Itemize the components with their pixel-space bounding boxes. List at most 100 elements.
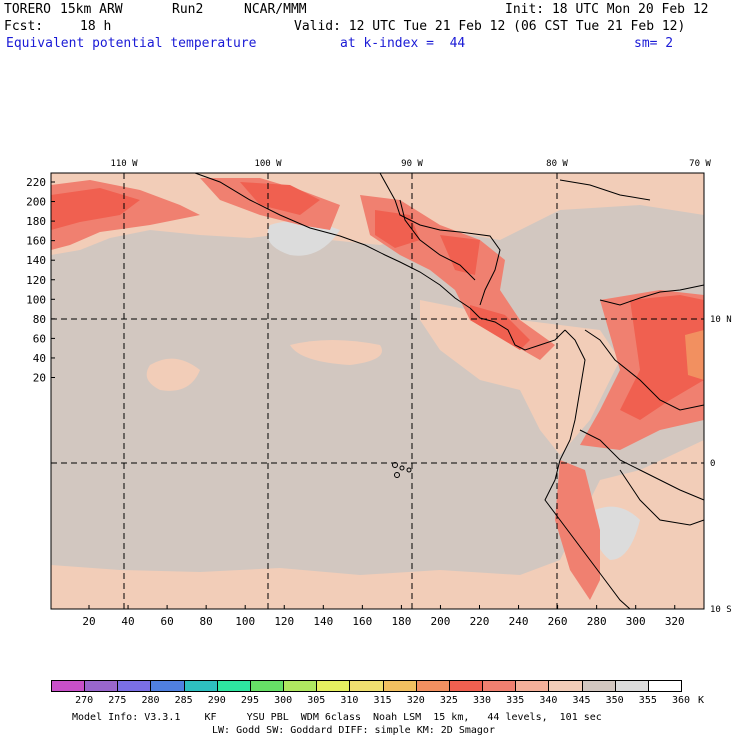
lat-label-10n: 10 N [710,315,732,325]
init-time: Init: 18 UTC Mon 20 Feb 12 [505,2,709,17]
colorbar-swatch [482,680,517,692]
x-tick-label: 240 [509,615,529,628]
coastline-south-america [544,329,631,610]
colorbar-label: 345 [572,695,591,706]
x-axis-ticks [88,605,676,609]
x-axis-labels: 20 40 60 80 100 120 140 160 180 200 220 240 260 280 30… [82,615,684,628]
lat-label-10s: 10 S [710,605,732,615]
galapagos-san-cristobal [406,467,412,473]
colorbar-label: 285 [174,695,193,706]
y-tick-label: 40 [33,352,46,365]
colorbar-swatch [316,680,351,692]
colorbar-label: 355 [638,695,657,706]
x-tick-label: 260 [548,615,568,628]
colorbar-swatch [117,680,152,692]
lon-label-110w: 110 W [110,159,138,169]
x-tick-label: 220 [470,615,490,628]
shade-red-costa-rica [470,305,530,350]
colorbar-swatch [51,680,86,692]
colorbar-label: 290 [207,695,226,706]
colorbar-swatch [183,680,218,692]
longitude-labels: 110 W 100 W 90 W 80 W 70 W [110,159,711,169]
y-tick-label: 120 [26,274,46,287]
model-name: TORERO [4,2,51,17]
colorbar-swatch [349,680,384,692]
lon-label-100w: 100 W [254,159,282,169]
latitude-labels: 10 N 0 10 S [710,315,732,615]
y-tick-label: 180 [26,215,46,228]
coastline-mexico [194,172,471,309]
x-tick-label: 140 [313,615,333,628]
shade-salmon-peru [555,460,600,600]
colorbar-label: 315 [373,695,392,706]
model-info: Model Info: V3.3.1 KF YSU PBL WDM 6class… [72,712,602,723]
x-tick-label: 40 [121,615,134,628]
x-tick-label: 160 [352,615,372,628]
x-tick-label: 20 [82,615,95,628]
y-tick-label: 80 [33,313,46,326]
coastlines [194,172,705,610]
x-tick-label: 200 [431,615,451,628]
shade-grey-southeast [594,506,640,560]
field-name: Equivalent potential temperature [6,36,257,51]
y-tick-label: 220 [26,176,46,189]
physics-info: LW: Godd SW: Goddard DIFF: simple KM: 2D… [212,725,495,736]
colorbar-label: 360 [671,695,691,706]
y-tick-label: 160 [26,235,46,248]
coastline-caribbean-south [599,284,705,306]
colorbar-label: 310 [340,695,359,706]
coastline-caribbean [379,172,501,306]
border-ecuador-peru [579,429,705,501]
colorbar-label: 325 [439,695,458,706]
colorbar-swatch [150,680,185,692]
galapagos-santa-cruz [399,465,405,471]
colorbar-label: 295 [240,695,259,706]
x-tick-label: 120 [274,615,294,628]
colorbar-label: 280 [141,695,160,706]
colorbar-swatch [581,680,616,692]
shade-red-mexico [240,182,320,215]
shade-hot-venezuela [685,330,704,380]
shade-patch-west [146,358,200,391]
y-tick-label: 60 [33,332,46,345]
x-tick-label: 80 [200,615,213,628]
y-tick-label: 200 [26,196,46,209]
x-tick-label: 320 [665,615,685,628]
model-resolution: 15km ARW [60,2,123,17]
border-colombia [584,329,705,411]
colorbar-label: 270 [75,695,94,706]
valid-time: Valid: 12 UTC Tue 21 Feb 12 (06 CST Tue … [294,19,686,34]
lat-lon-grid [51,173,704,609]
map-frame [50,172,705,610]
shade-red-nw [51,188,140,230]
x-tick-label: 280 [587,615,607,628]
colorbar-label: 350 [605,695,624,706]
forecast-hours: 18 h [80,19,112,34]
lon-label-70w: 70 W [689,159,711,169]
border-brazil [619,469,705,526]
level-info: at k-index = 44 [340,36,466,51]
colorbar-label: 340 [539,695,558,706]
y-tick-label: 140 [26,254,46,267]
smoothing-info: sm= 2 [634,36,674,51]
colorbar-label: 275 [108,695,127,706]
colorbar-swatch [382,680,417,692]
colorbar-label: 300 [274,695,293,706]
lon-label-90w: 90 W [401,159,423,169]
shade-red-colombia [620,295,704,420]
colorbar-swatch [415,680,450,692]
lat-label-equator: 0 [710,459,715,469]
lon-label-80w: 80 W [546,159,568,169]
colorbar-label: 320 [406,695,425,706]
x-tick-label: 180 [391,615,411,628]
shade-band-south [51,440,704,609]
x-tick-label: 60 [160,615,173,628]
colorbar-swatch [448,680,484,692]
forecast-label: Fcst: [4,19,44,34]
colorbar-swatch [614,680,649,692]
y-tick-label: 20 [33,372,46,385]
colorbar-swatch [249,680,285,692]
cuba-coast [559,179,651,201]
y-axis-labels: 220 200 180 160 140 120 100 80 60 40 20 [26,176,46,385]
x-tick-label: 300 [626,615,646,628]
